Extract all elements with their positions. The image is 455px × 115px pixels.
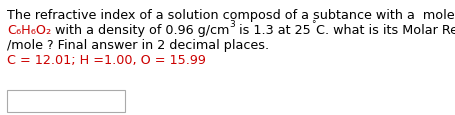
Text: The refractive index of a solution composd of a subtance with a  molecular formu: The refractive index of a solution compo… (7, 9, 455, 22)
Text: with a density of 0.96 g/cm: with a density of 0.96 g/cm (51, 24, 230, 37)
Text: C = 12.01; H =1.00, O = 15.99: C = 12.01; H =1.00, O = 15.99 (7, 54, 206, 66)
Text: 3: 3 (230, 20, 235, 29)
Text: C₆H₆O₂: C₆H₆O₂ (7, 24, 51, 37)
Text: C. what is its Molar Refraction in  cm: C. what is its Molar Refraction in cm (316, 24, 455, 37)
Text: °: ° (311, 20, 316, 29)
FancyBboxPatch shape (7, 90, 125, 112)
Text: /mole ? Final answer in 2 decimal places.: /mole ? Final answer in 2 decimal places… (7, 39, 269, 52)
Text: is 1.3 at 25: is 1.3 at 25 (235, 24, 311, 37)
